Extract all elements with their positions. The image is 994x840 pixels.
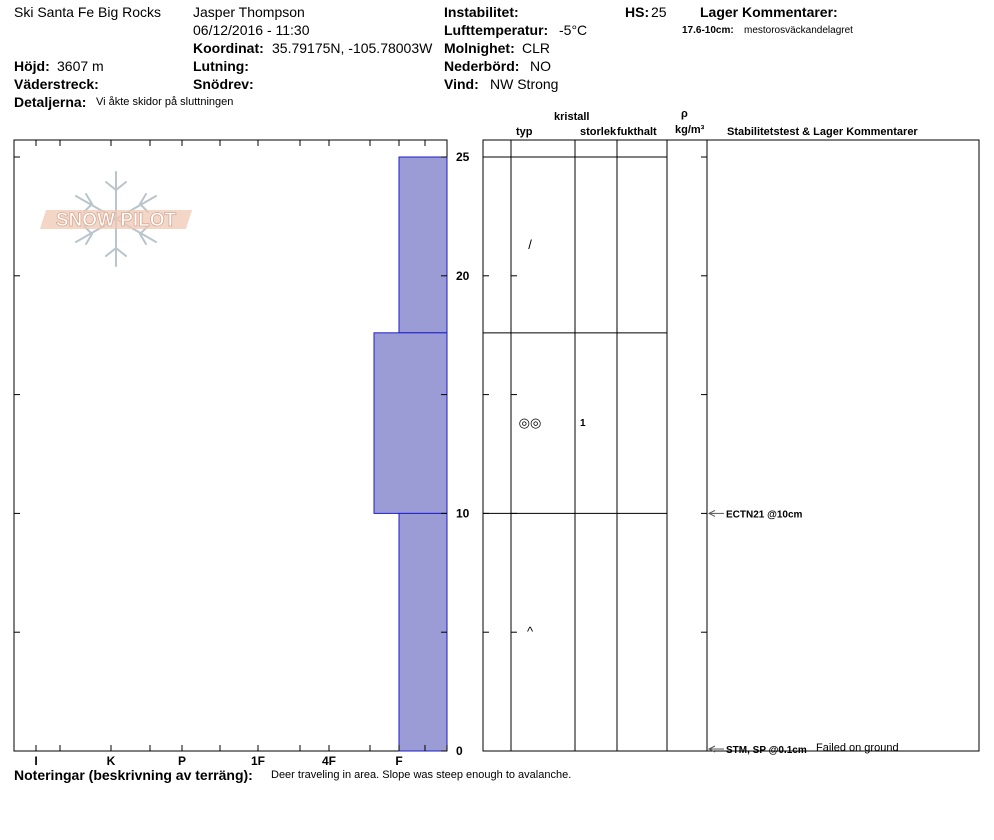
watermark-text: SNOW PILOT xyxy=(56,210,177,231)
layer-comment-text: mestorosväckandelagret xyxy=(744,25,853,36)
snowpilot-watermark: SNOW PILOT xyxy=(40,171,192,267)
precip-value: NO xyxy=(530,58,551,74)
grain-type-2: ^ xyxy=(527,624,534,639)
airtemp-label: Lufttemperatur: xyxy=(444,22,549,38)
test-arrow-head xyxy=(707,509,716,517)
instability-label: Instabilitet: xyxy=(444,4,519,20)
precip-label: Nederbörd: xyxy=(444,58,520,74)
details-label: Detaljerna: xyxy=(14,94,87,110)
location-name: Ski Santa Fe Big Rocks xyxy=(14,4,162,20)
hardness-bar-0 xyxy=(398,156,448,334)
details-value: Vi åkte skidor på sluttningen xyxy=(96,96,234,108)
notes-text: Deer traveling in area. Slope was steep … xyxy=(271,769,572,781)
hardness-label-4F: 4F xyxy=(322,754,336,768)
observer-name: Jasper Thompson xyxy=(193,4,305,20)
wind-label: Vind: xyxy=(444,76,479,92)
layer-table-columns xyxy=(510,140,708,751)
hardness-label-F: F xyxy=(395,754,402,768)
notes-label: Noteringar (beskrivning av terräng): xyxy=(14,767,253,783)
col-stability: Stabilitetstest & Lager Kommentarer xyxy=(727,126,918,138)
col-size: storlek xyxy=(580,126,617,138)
layer-table-frame xyxy=(482,139,980,752)
hs-value: 25 xyxy=(651,4,667,20)
elevation-value: 3607 m xyxy=(57,58,104,74)
test-label-0: ECTN21 @10cm xyxy=(726,509,803,520)
grain-type-0: / xyxy=(528,237,532,252)
grain-size-1: 1 xyxy=(580,418,586,429)
col-density-symbol: ρ xyxy=(681,108,688,120)
col-density-unit: kg/m³ xyxy=(675,124,705,136)
drift-label: Snödrev: xyxy=(193,76,254,92)
depth-label-0: 0 xyxy=(456,744,463,758)
sky-label: Molnighet: xyxy=(444,40,515,56)
hs-label: HS: xyxy=(625,4,650,20)
hardness-label-I: I xyxy=(34,754,37,768)
test-arrow-head xyxy=(707,745,716,753)
col-moisture: fukthalt xyxy=(617,126,657,138)
wind-value: NW Strong xyxy=(490,76,559,92)
watermark-band xyxy=(40,210,192,229)
layer-comment-range: 17.6-10cm: xyxy=(682,25,734,36)
hardness-label-1F: 1F xyxy=(251,754,265,768)
test-label-1: STM, SP @0.1cm xyxy=(726,745,807,756)
col-crystal: kristall xyxy=(554,111,590,123)
observation-datetime: 06/12/2016 - 11:30 xyxy=(193,22,310,38)
test-note-1: Failed on ground xyxy=(816,742,899,754)
hardness-bar-2 xyxy=(398,512,448,752)
depth-label-10: 10 xyxy=(456,506,470,520)
hardness-label-P: P xyxy=(178,754,186,768)
aspect-label: Väderstreck: xyxy=(14,76,99,92)
airtemp-value: -5°C xyxy=(559,22,588,38)
slope-label: Lutning: xyxy=(193,58,249,74)
elevation-label: Höjd: xyxy=(14,58,50,74)
layer-comments-label: Lager Kommentarer: xyxy=(700,4,838,20)
hardness-bar-1 xyxy=(373,332,448,514)
depth-label-20: 20 xyxy=(456,269,470,283)
coordinate-value: 35.79175N, -105.78003W xyxy=(272,40,433,56)
sky-value: CLR xyxy=(522,40,551,56)
depth-label-25: 25 xyxy=(456,150,470,164)
hardness-label-K: K xyxy=(107,754,116,768)
col-type: typ xyxy=(516,126,533,138)
coordinate-label: Koordinat: xyxy=(193,40,264,56)
grain-type-1: ◎◎ xyxy=(519,415,542,430)
